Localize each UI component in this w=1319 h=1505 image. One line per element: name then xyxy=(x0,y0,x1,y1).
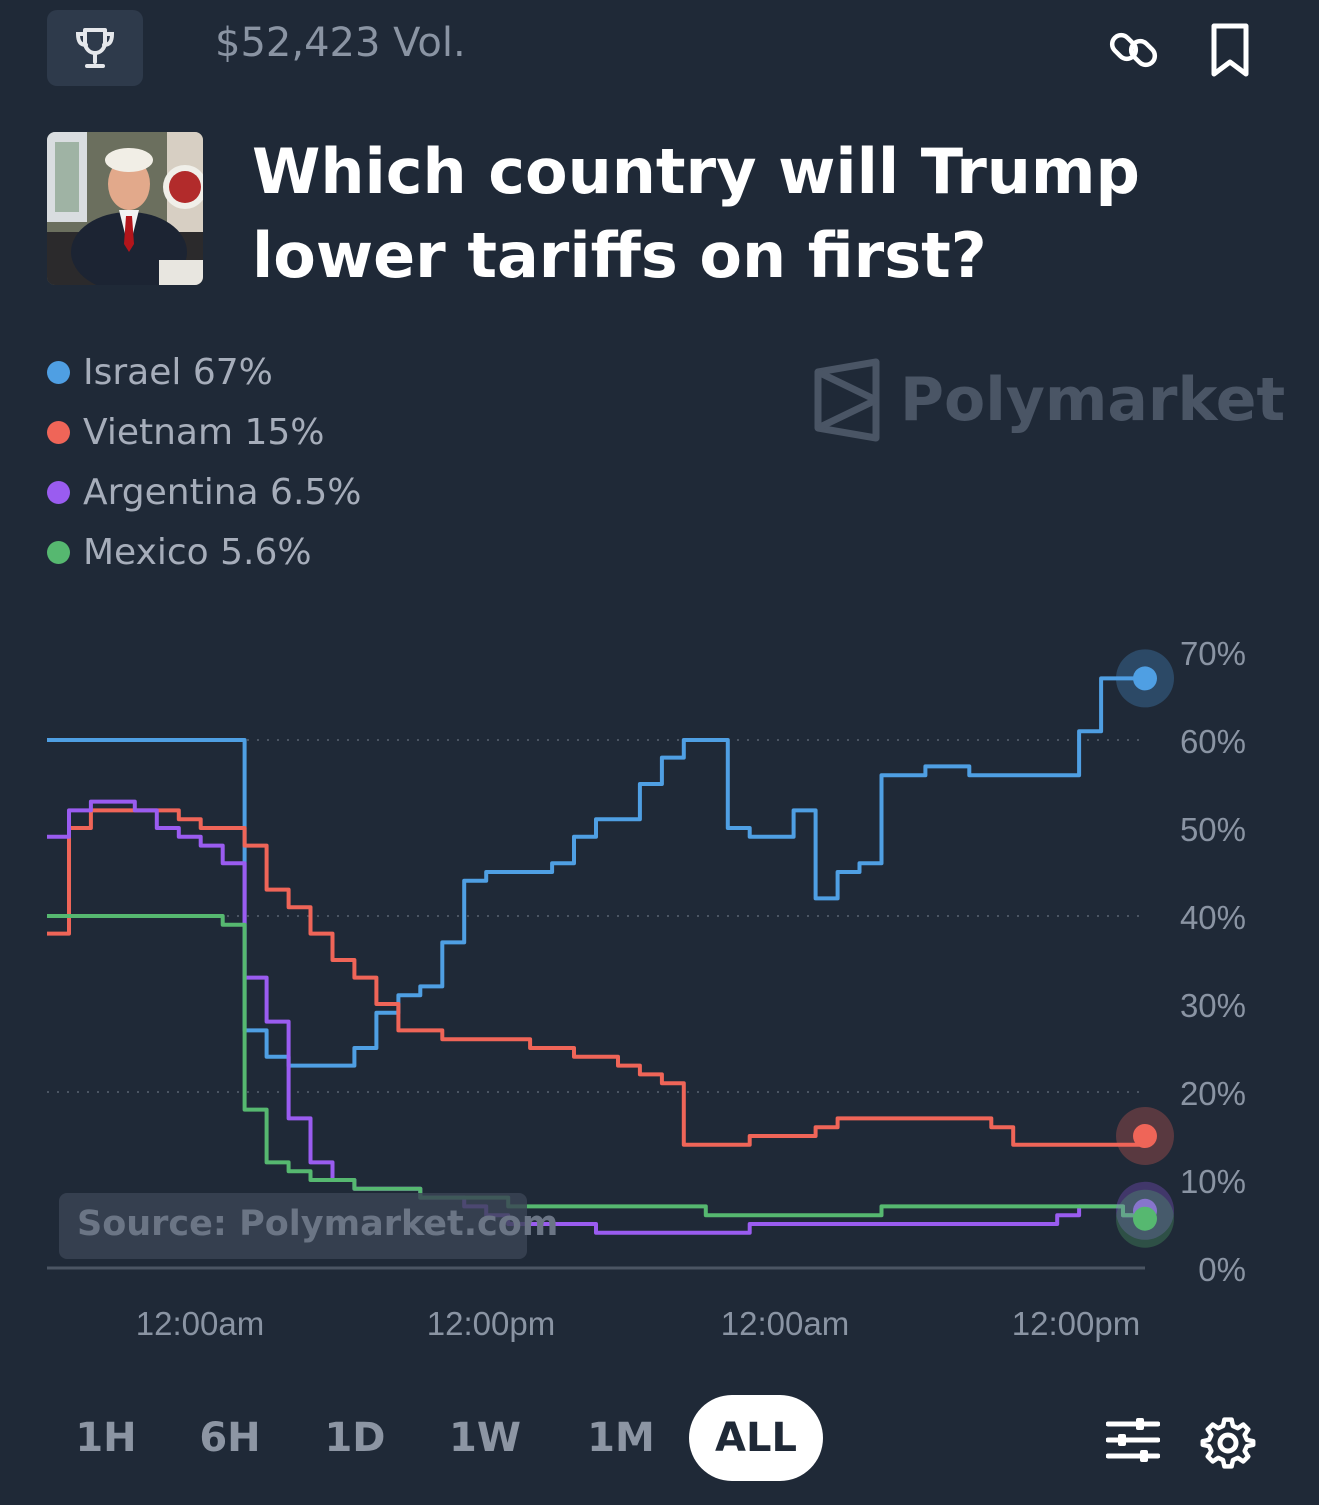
legend-label-argentina: Argentina 6.5% xyxy=(83,471,362,513)
legend-item-israel: Israel 67% xyxy=(47,342,362,402)
y-tick-label: 30% xyxy=(1180,987,1246,1024)
source-box xyxy=(59,1193,527,1259)
series-line-mexico xyxy=(47,914,1147,1219)
legend-label-israel: Israel 67% xyxy=(83,351,273,393)
gear-icon[interactable] xyxy=(1200,1414,1256,1470)
source-label: Source: Polymarket.com xyxy=(77,1204,559,1244)
range-1h-button[interactable]: 1H xyxy=(75,1415,137,1461)
time-range-selector: 1H 6H 1D 1W 1M ALL xyxy=(0,1395,1319,1485)
link-icon[interactable] xyxy=(1108,24,1160,76)
legend-dot-israel xyxy=(47,360,70,384)
market-title: Which country will Trump lower tariffs o… xyxy=(252,135,1140,292)
legend-label-mexico: Mexico 5.6% xyxy=(83,531,312,573)
y-tick-label: 60% xyxy=(1180,723,1246,760)
polymarket-watermark: Polymarket xyxy=(812,358,1285,442)
market-thumbnail xyxy=(47,132,203,285)
trophy-button[interactable] xyxy=(47,10,143,86)
x-tick-label: 12:00am xyxy=(136,1305,264,1342)
x-tick-label: 12:00am xyxy=(721,1305,849,1342)
series-line-israel xyxy=(47,676,1145,1068)
y-tick-label: 70% xyxy=(1180,635,1246,672)
end-marker-mexico xyxy=(1133,1206,1157,1231)
range-all-button[interactable]: ALL xyxy=(689,1395,823,1481)
end-marker-vietnam xyxy=(1133,1124,1157,1148)
trophy-icon xyxy=(75,28,115,68)
y-tick-label: 40% xyxy=(1180,899,1246,936)
x-tick-label: 12:00pm xyxy=(1012,1305,1140,1342)
legend-item-mexico: Mexico 5.6% xyxy=(47,522,362,582)
end-marker-israel xyxy=(1133,666,1157,691)
y-tick-label: 10% xyxy=(1180,1163,1246,1200)
price-chart: 0% 10% 20% 30% 40% 50% 60% 70% 12:00am 12:00pm 12:… xyxy=(47,635,1246,1342)
y-tick-label: 0% xyxy=(1198,1251,1246,1288)
legend-item-vietnam: Vietnam 15% xyxy=(47,402,362,462)
legend-dot-mexico xyxy=(47,540,70,564)
range-6h-button[interactable]: 6H xyxy=(199,1415,261,1461)
sliders-icon[interactable] xyxy=(1106,1416,1160,1464)
range-1d-button[interactable]: 1D xyxy=(324,1415,386,1461)
polymarket-logo-icon xyxy=(814,358,880,442)
top-bar: $52,423 Vol. xyxy=(0,0,1319,100)
range-1m-button[interactable]: 1M xyxy=(587,1415,655,1461)
chart-legend: Israel 67% Vietnam 15% Argentina 6.5% Me… xyxy=(47,342,362,582)
range-1w-button[interactable]: 1W xyxy=(449,1415,521,1461)
legend-dot-vietnam xyxy=(47,420,70,444)
volume-text: $52,423 Vol. xyxy=(215,20,466,66)
legend-label-vietnam: Vietnam 15% xyxy=(83,411,325,453)
x-tick-label: 12:00pm xyxy=(427,1305,555,1342)
y-tick-label: 50% xyxy=(1180,811,1246,848)
series-line-argentina xyxy=(47,799,1147,1235)
legend-item-argentina: Argentina 6.5% xyxy=(47,462,362,522)
series-line-vietnam xyxy=(47,808,1147,1147)
legend-dot-argentina xyxy=(47,480,70,504)
bookmark-icon[interactable] xyxy=(1206,22,1254,78)
y-tick-label: 20% xyxy=(1180,1075,1246,1112)
watermark-text: Polymarket xyxy=(900,365,1286,435)
